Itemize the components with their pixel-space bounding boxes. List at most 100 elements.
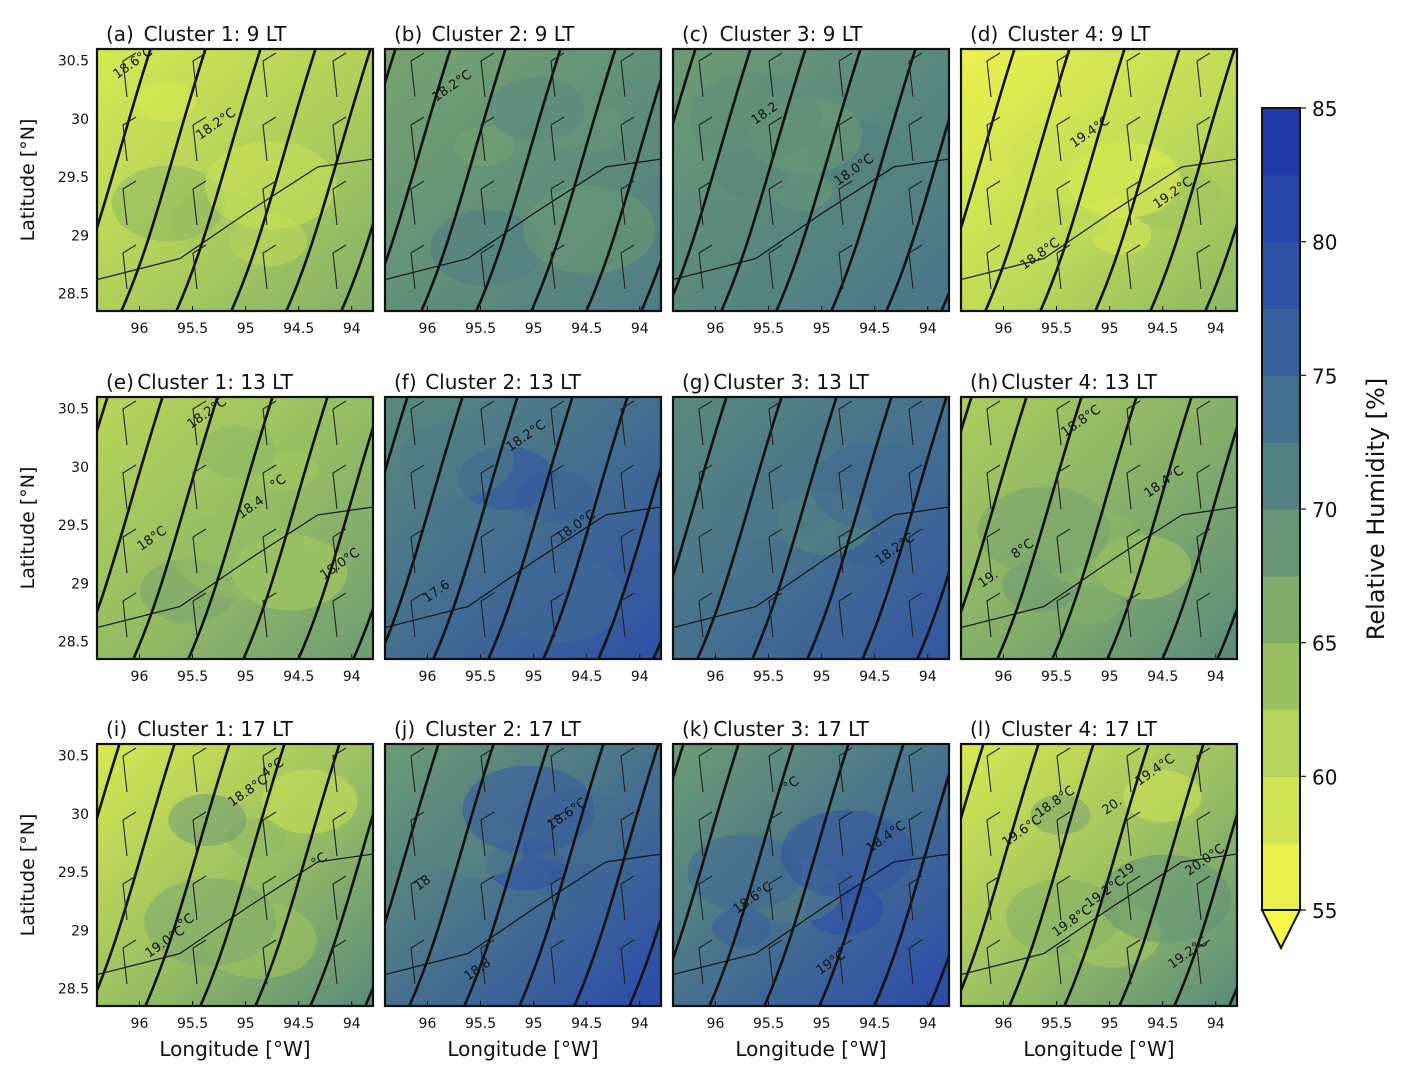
temperature-contour (673, 49, 752, 299)
temperature-contour (308, 809, 373, 1006)
panel-letter: (k) (682, 717, 709, 741)
temperature-contour (253, 744, 341, 1006)
wind-barb (1126, 244, 1141, 290)
wind-barb (550, 244, 565, 290)
wind-barb (550, 464, 565, 510)
wind-barb (908, 52, 923, 98)
x-tick-label: 94 (1207, 1016, 1225, 1032)
wind-barb (768, 244, 783, 290)
humidity-blob (523, 185, 656, 274)
wind-barb (1056, 747, 1071, 793)
x-axis-label: Longitude [°W] (735, 1037, 886, 1061)
wind-barb (332, 464, 347, 510)
wind-barb (768, 400, 783, 446)
wind-barb (262, 875, 277, 921)
wind-barb (332, 875, 347, 921)
wind-barb (1126, 875, 1141, 921)
wind-barb (908, 528, 923, 574)
wind-barb (986, 528, 1001, 574)
wind-barb (768, 592, 783, 638)
wind-barb (986, 747, 1001, 793)
x-tick-label: 95 (813, 1016, 831, 1032)
wind-barb (122, 180, 137, 226)
colorbar-extend-min (1260, 909, 1302, 951)
wind-barb (1126, 811, 1141, 857)
contour-label: °C (268, 472, 289, 493)
x-tick-label: 94.5 (571, 1016, 602, 1032)
panel-frame (671, 742, 951, 1008)
temperature-contour (1038, 49, 1126, 311)
y-axis-label: Latitude [°N] (17, 814, 39, 937)
x-tick-label: 94 (919, 1016, 937, 1032)
x-tick-label: 95.5 (753, 321, 784, 337)
temperature-contour (97, 744, 121, 823)
wind-barb (698, 244, 713, 290)
y-axis-label: Latitude [°N] (17, 467, 39, 590)
humidity-blob (174, 510, 307, 599)
temperature-contour (1160, 422, 1237, 659)
humidity-blob (136, 81, 196, 122)
x-tick-label: 96 (995, 1016, 1013, 1032)
panel-title: Cluster 1: 9 LT (144, 22, 288, 46)
wind-barb (192, 464, 207, 510)
map-panel: 18.418.0°C18.2°C°C18°C (e) Cluster 1: 13 L… (17, 370, 375, 685)
temperature-contour (1227, 984, 1237, 1006)
temperature-contour (97, 49, 152, 232)
contour-label: °C (781, 774, 802, 795)
wind-barb (1056, 464, 1071, 510)
wind-barb (1196, 464, 1211, 510)
y-tick-label: 30 (71, 112, 89, 128)
temperature-contour (915, 568, 949, 659)
wind-barb (410, 244, 425, 290)
wind-barb (480, 875, 495, 921)
temperature-contour (1117, 744, 1205, 1006)
temperature-contour (462, 744, 550, 1006)
panel-field: 20.20.0°C19.8°C19.4°C19.6°C19.2°C19.2°C1… (961, 744, 1237, 1006)
temperature-contour (339, 220, 373, 311)
wind-barb (480, 811, 495, 857)
colorbar-band (1262, 709, 1300, 777)
humidity-blob (399, 421, 514, 498)
temperature-contour (351, 604, 373, 659)
wind-barb (262, 811, 277, 857)
wind-barb (838, 592, 853, 638)
y-tick-label: 30.5 (58, 402, 89, 418)
temperature-contour (1007, 744, 1095, 1006)
x-tick-label: 95.5 (753, 1016, 784, 1032)
x-tick-label: 95 (525, 669, 543, 685)
panel-title: Cluster 1: 17 LT (137, 717, 293, 741)
x-tick-label: 95.5 (1041, 321, 1072, 337)
wind-barb (1196, 875, 1211, 921)
x-tick-label: 95.5 (177, 669, 208, 685)
wind-barb (192, 52, 207, 98)
x-tick-label: 96 (419, 669, 437, 685)
wind-barb (1056, 875, 1071, 921)
wind-barb (122, 811, 137, 857)
colorbar-tick-label: 80 (1312, 231, 1337, 255)
wind-barb (698, 464, 713, 510)
wind-barb (332, 116, 347, 162)
wind-barb (550, 939, 565, 985)
wind-barb (698, 180, 713, 226)
panel-field: 18.6°C18.2°C (97, 49, 373, 311)
x-tick-label: 95 (1101, 669, 1119, 685)
x-tick-label: 94.5 (859, 669, 890, 685)
temperature-contour (1203, 220, 1237, 311)
wind-barb (1126, 592, 1141, 638)
wind-barb (908, 747, 923, 793)
wind-barb (480, 747, 495, 793)
wind-barb (480, 400, 495, 446)
wind-barb (1196, 528, 1211, 574)
wind-barb (410, 180, 425, 226)
y-tick-label: 29.5 (58, 170, 89, 186)
wind-barb (908, 180, 923, 226)
wind-barb (986, 180, 1001, 226)
colorbar: 55 60 65 70 75 80 85 Relative Humidity [%] (1260, 97, 1390, 951)
x-tick-label: 94.5 (859, 1016, 890, 1032)
coastline (97, 853, 373, 976)
wind-barb (410, 400, 425, 446)
panel-frame (671, 47, 951, 313)
wind-barb (908, 592, 923, 638)
colorbar-band (1262, 308, 1300, 376)
wind-barb (1056, 180, 1071, 226)
